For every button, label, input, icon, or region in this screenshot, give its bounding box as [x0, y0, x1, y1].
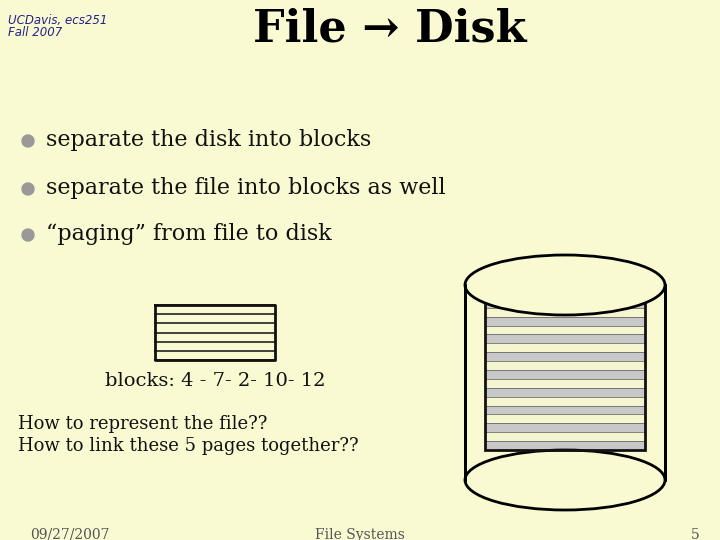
Text: File → Disk: File → Disk — [253, 8, 527, 51]
Bar — [485, 361, 645, 370]
Bar — [485, 370, 645, 379]
Bar — [485, 406, 645, 414]
Text: “paging” from file to disk: “paging” from file to disk — [46, 223, 332, 245]
Bar — [485, 308, 645, 316]
Text: blocks: 4 - 7- 2- 10- 12: blocks: 4 - 7- 2- 10- 12 — [104, 372, 325, 390]
Text: 5: 5 — [691, 528, 700, 540]
Bar — [485, 388, 645, 397]
Bar — [485, 316, 645, 326]
Bar — [485, 423, 645, 432]
Text: 09/27/2007: 09/27/2007 — [30, 528, 109, 540]
Bar — [485, 334, 645, 343]
Text: File Systems: File Systems — [315, 528, 405, 540]
Text: separate the file into blocks as well: separate the file into blocks as well — [46, 177, 446, 199]
Bar — [485, 432, 645, 441]
Circle shape — [22, 183, 34, 195]
Bar — [485, 326, 645, 334]
Text: UCDavis, ecs251: UCDavis, ecs251 — [8, 14, 107, 27]
Bar — [485, 352, 645, 361]
Text: separate the disk into blocks: separate the disk into blocks — [46, 129, 372, 151]
Bar — [485, 299, 645, 308]
Bar — [485, 343, 645, 352]
Ellipse shape — [465, 255, 665, 315]
Bar — [485, 397, 645, 406]
Bar — [485, 290, 645, 450]
Bar — [485, 290, 645, 299]
Text: Fall 2007: Fall 2007 — [8, 26, 62, 39]
Bar — [485, 414, 645, 423]
Bar — [465, 285, 665, 480]
Bar — [485, 441, 645, 450]
Ellipse shape — [465, 450, 665, 510]
Bar — [485, 379, 645, 388]
Bar — [155, 305, 275, 360]
Circle shape — [22, 135, 34, 147]
Text: How to link these 5 pages together??: How to link these 5 pages together?? — [18, 437, 359, 455]
Text: How to represent the file??: How to represent the file?? — [18, 415, 267, 433]
Circle shape — [22, 229, 34, 241]
